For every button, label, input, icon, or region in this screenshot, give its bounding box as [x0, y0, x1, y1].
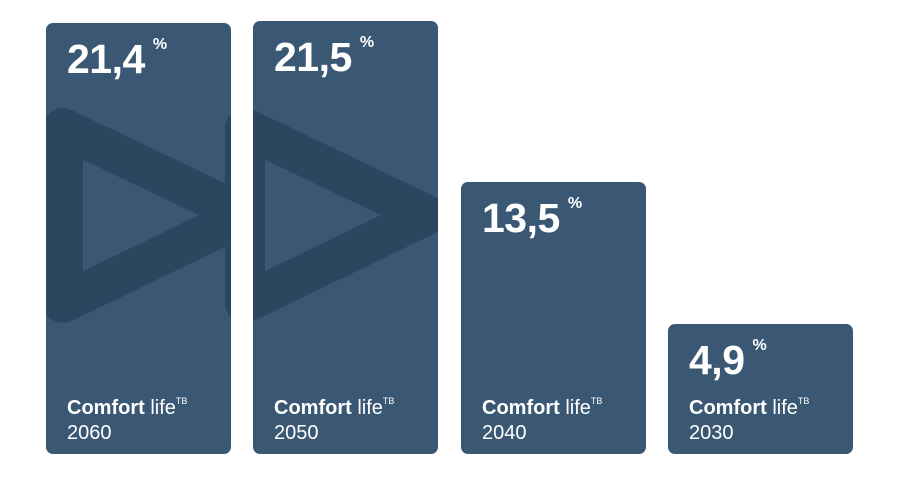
play-icon: [253, 109, 438, 322]
data-label: 4,9%: [689, 337, 767, 383]
series-label: Comfort lifeTB: [482, 396, 603, 419]
bar-2050: 21,5% Comfort lifeTB 2050: [253, 20, 438, 454]
play-icon-shape: [46, 108, 231, 324]
value-text: 21,4: [67, 35, 145, 82]
category-label: 2050: [274, 422, 319, 444]
play-icon: [46, 108, 231, 324]
label-regular: life: [357, 397, 383, 419]
label-regular: life: [772, 397, 798, 419]
label-bold: Comfort: [274, 397, 352, 419]
category-label: 2030: [689, 422, 734, 444]
series-label: Comfort lifeTB: [689, 396, 810, 419]
category-label: 2060: [67, 422, 112, 444]
label-regular: life: [150, 397, 176, 419]
unit-text: %: [567, 194, 582, 212]
play-icon-shape: [253, 109, 438, 322]
label-bold: Comfort: [689, 397, 767, 419]
category-label: 2040: [482, 422, 527, 444]
value-text: 21,5: [274, 33, 352, 80]
label-regular: life: [565, 397, 591, 419]
unit-text: %: [359, 33, 374, 51]
label-superscript: TB: [175, 396, 188, 406]
data-label: 21,5%: [274, 33, 374, 80]
series-label: Comfort lifeTB: [67, 396, 188, 419]
label-superscript: TB: [382, 396, 395, 406]
bar-2060: 21,4% Comfort lifeTB 2060: [46, 22, 231, 454]
label-superscript: TB: [590, 396, 603, 406]
series-label: Comfort lifeTB: [274, 396, 395, 419]
value-text: 13,5: [482, 194, 560, 241]
data-label: 21,4%: [67, 35, 167, 82]
data-label: 13,5%: [482, 194, 582, 241]
unit-text: %: [152, 35, 167, 53]
label-bold: Comfort: [67, 397, 145, 419]
unit-text: %: [752, 337, 767, 354]
bar-2030: 4,9% Comfort lifeTB 2030: [668, 324, 853, 454]
label-superscript: TB: [797, 396, 810, 406]
value-text: 4,9: [689, 337, 745, 383]
label-bold: Comfort: [482, 397, 560, 419]
bar-2040: 13,5% Comfort lifeTB 2040: [461, 181, 646, 454]
